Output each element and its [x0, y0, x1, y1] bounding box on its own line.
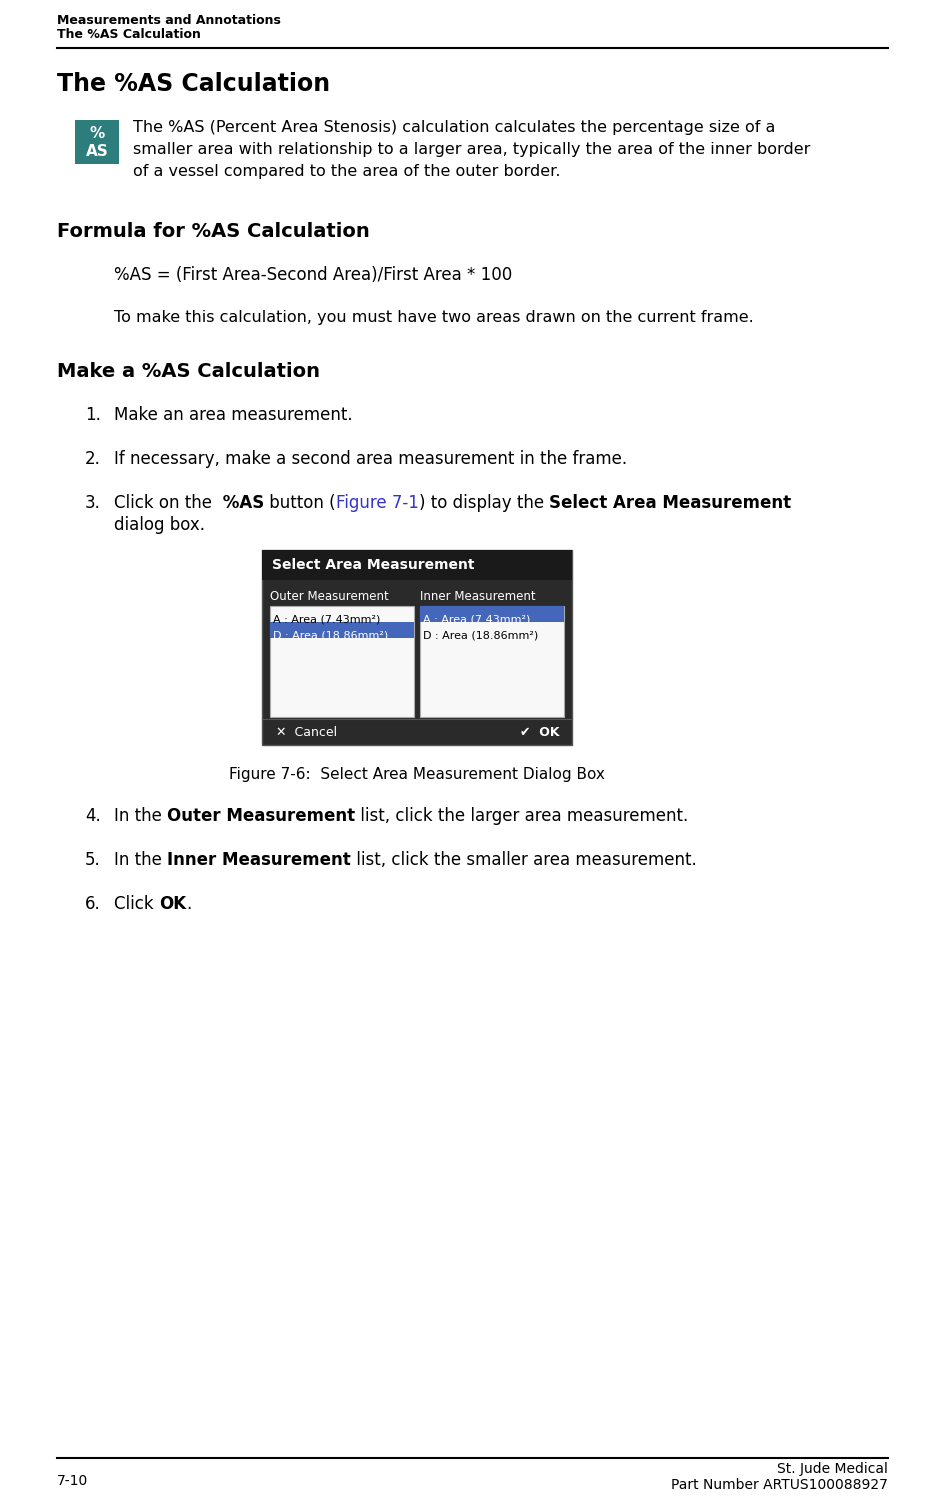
Bar [419, 606, 564, 621]
Text: %: % [90, 127, 105, 142]
Bar [261, 550, 571, 745]
Text: 3.: 3. [85, 495, 101, 513]
Text: %AS = (First Area-Second Area)/First Area * 100: %AS = (First Area-Second Area)/First Are… [114, 265, 512, 284]
Text: ✔  OK: ✔ OK [520, 725, 560, 739]
Text: In the: In the [114, 807, 167, 825]
Text: Select Area Measurement: Select Area Measurement [272, 558, 474, 572]
Text: ) to display the: ) to display the [418, 495, 548, 513]
Text: dialog box.: dialog box. [114, 516, 205, 534]
Text: Figure 7-6:  Select Area Measurement Dialog Box: Figure 7-6: Select Area Measurement Dial… [228, 768, 604, 783]
Text: .: . [186, 896, 191, 912]
Text: Click: Click [114, 896, 159, 912]
Text: Measurements and Annotations: Measurements and Annotations [57, 14, 280, 27]
Text: Make an area measurement.: Make an area measurement. [114, 406, 352, 424]
Text: AS: AS [86, 145, 109, 160]
Text: In the: In the [114, 851, 167, 869]
Text: 7-10: 7-10 [57, 1473, 88, 1488]
Bar [75, 121, 119, 164]
Bar [419, 606, 564, 716]
Text: The %AS Calculation: The %AS Calculation [57, 72, 329, 97]
Text: Outer Measurement: Outer Measurement [167, 807, 355, 825]
Text: A : Area (7.43mm²): A : Area (7.43mm²) [273, 615, 380, 624]
Text: list, click the smaller area measurement.: list, click the smaller area measurement… [350, 851, 696, 869]
Text: To make this calculation, you must have two areas drawn on the current frame.: To make this calculation, you must have … [114, 311, 753, 326]
Text: The %AS (Percent Area Stenosis) calculation calculates the percentage size of a: The %AS (Percent Area Stenosis) calculat… [133, 121, 775, 136]
Text: ✕  Cancel: ✕ Cancel [276, 725, 337, 739]
Text: 1.: 1. [85, 406, 101, 424]
Bar [270, 606, 413, 716]
Text: Inner Measurement: Inner Measurement [419, 590, 535, 603]
Text: A : Area (7.43mm²): A : Area (7.43mm²) [423, 615, 530, 624]
Text: %AS: %AS [217, 495, 264, 513]
Bar [270, 621, 413, 638]
Text: 4.: 4. [85, 807, 101, 825]
Text: Figure 7-1: Figure 7-1 [336, 495, 418, 513]
Text: Make a %AS Calculation: Make a %AS Calculation [57, 362, 320, 382]
Text: 6.: 6. [85, 896, 101, 912]
Text: OK: OK [159, 896, 186, 912]
Text: Part Number ARTUS100088927: Part Number ARTUS100088927 [670, 1478, 887, 1491]
Text: button (: button ( [264, 495, 336, 513]
Text: D : Area (18.86mm²): D : Area (18.86mm²) [423, 630, 538, 641]
Text: smaller area with relationship to a larger area, typically the area of the inner: smaller area with relationship to a larg… [133, 142, 810, 157]
Text: D : Area (18.86mm²): D : Area (18.86mm²) [273, 630, 388, 641]
Text: list, click the larger area measurement.: list, click the larger area measurement. [355, 807, 688, 825]
Text: Inner Measurement: Inner Measurement [167, 851, 350, 869]
Text: Formula for %AS Calculation: Formula for %AS Calculation [57, 222, 369, 241]
Text: 5.: 5. [85, 851, 101, 869]
Bar [261, 550, 571, 581]
Text: of a vessel compared to the area of the outer border.: of a vessel compared to the area of the … [133, 164, 560, 179]
Text: If necessary, make a second area measurement in the frame.: If necessary, make a second area measure… [114, 449, 627, 467]
Text: 2.: 2. [85, 449, 101, 467]
Text: Select Area Measurement: Select Area Measurement [548, 495, 790, 513]
Text: Outer Measurement: Outer Measurement [270, 590, 388, 603]
Text: Click on the: Click on the [114, 495, 217, 513]
Text: St. Jude Medical: St. Jude Medical [776, 1461, 887, 1476]
Text: The %AS Calculation: The %AS Calculation [57, 29, 201, 41]
